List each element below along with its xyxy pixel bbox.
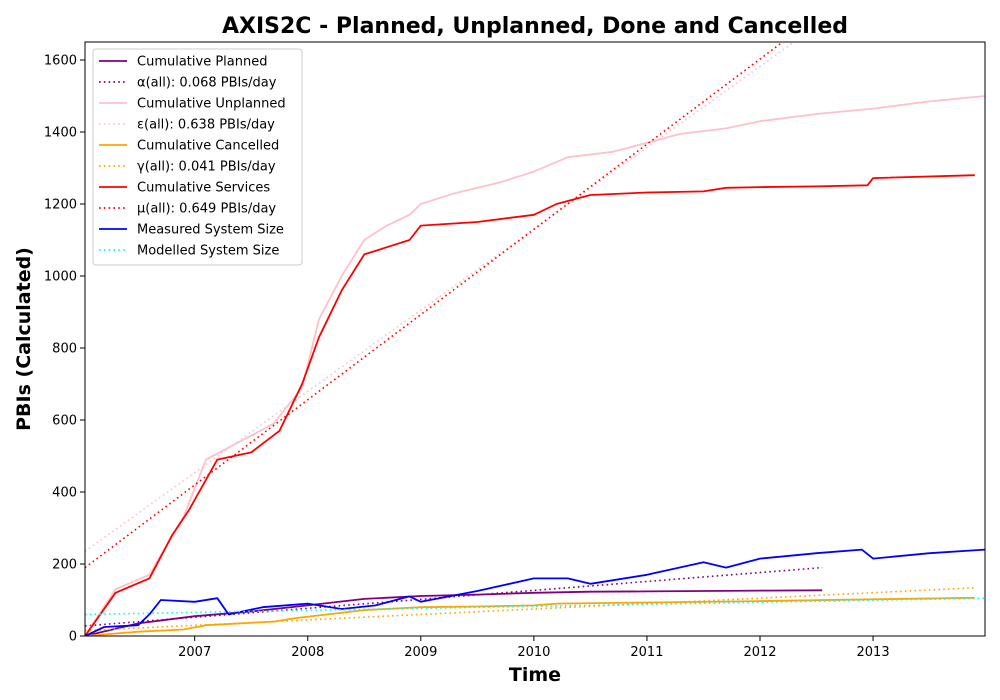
series-cumulative-unplanned bbox=[85, 95, 985, 636]
series-cumulative-cancelled bbox=[85, 596, 975, 636]
plot-frame bbox=[84, 41, 986, 637]
series-cumulative-services bbox=[85, 174, 975, 636]
legend-label: Cumulative Cancelled bbox=[137, 139, 279, 154]
x-tick-label: 2007 bbox=[178, 645, 211, 660]
x-tick-label: 2010 bbox=[517, 645, 550, 660]
x-axis: 2007 2008 2009 2010 2011 2012 2013 bbox=[178, 636, 890, 660]
legend-label: Modelled System Size bbox=[137, 244, 279, 259]
x-tick-label: 2011 bbox=[630, 645, 663, 660]
x-tick-label: 2008 bbox=[291, 645, 324, 660]
legend-label: μ(all): 0.649 PBIs/day bbox=[137, 202, 276, 217]
y-tick-label: 1600 bbox=[44, 54, 77, 69]
y-tick-label: 800 bbox=[52, 342, 77, 357]
y-tick-label: 200 bbox=[52, 558, 77, 573]
x-tick-label: 2013 bbox=[857, 645, 890, 660]
y-tick-label: 400 bbox=[52, 486, 77, 501]
plot-area bbox=[85, 42, 985, 636]
series-cumulative-planned bbox=[85, 589, 823, 636]
legend-box bbox=[92, 48, 303, 266]
legend-label: α(all): 0.068 PBIs/day bbox=[137, 76, 277, 91]
y-axis-label: PBIs (Calculated) bbox=[13, 247, 35, 431]
legend-label: Cumulative Services bbox=[137, 181, 270, 196]
series-modelled-system-size bbox=[85, 597, 985, 616]
legend-label: ε(all): 0.638 PBIs/day bbox=[137, 118, 275, 133]
y-axis: 0 200 400 600 800 1000 1200 1400 1600 bbox=[44, 54, 85, 645]
x-axis-label: Time bbox=[509, 664, 561, 686]
x-tick-label: 2009 bbox=[404, 645, 437, 660]
series-all-0-649-pbis-day bbox=[85, 42, 784, 569]
series-measured-system-size bbox=[85, 548, 985, 636]
legend-label: Cumulative Planned bbox=[137, 55, 267, 70]
chart-title: AXIS2C - Planned, Unplanned, Done and Ca… bbox=[222, 14, 848, 39]
y-tick-label: 1400 bbox=[44, 126, 77, 141]
series-all-0-638-pbis-day bbox=[85, 42, 795, 553]
y-tick-label: 0 bbox=[69, 630, 77, 645]
y-tick-label: 1200 bbox=[44, 198, 77, 213]
y-tick-label: 600 bbox=[52, 414, 77, 429]
legend: Cumulative Planned α(all): 0.068 PBIs/day… bbox=[92, 48, 303, 266]
series-all-0-068-pbis-day bbox=[85, 566, 823, 627]
legend-label: γ(all): 0.041 PBIs/day bbox=[137, 160, 276, 175]
x-tick-label: 2012 bbox=[743, 645, 776, 660]
legend-label: Cumulative Unplanned bbox=[137, 97, 286, 112]
legend-label: Measured System Size bbox=[137, 223, 284, 238]
y-tick-label: 1000 bbox=[44, 270, 77, 285]
